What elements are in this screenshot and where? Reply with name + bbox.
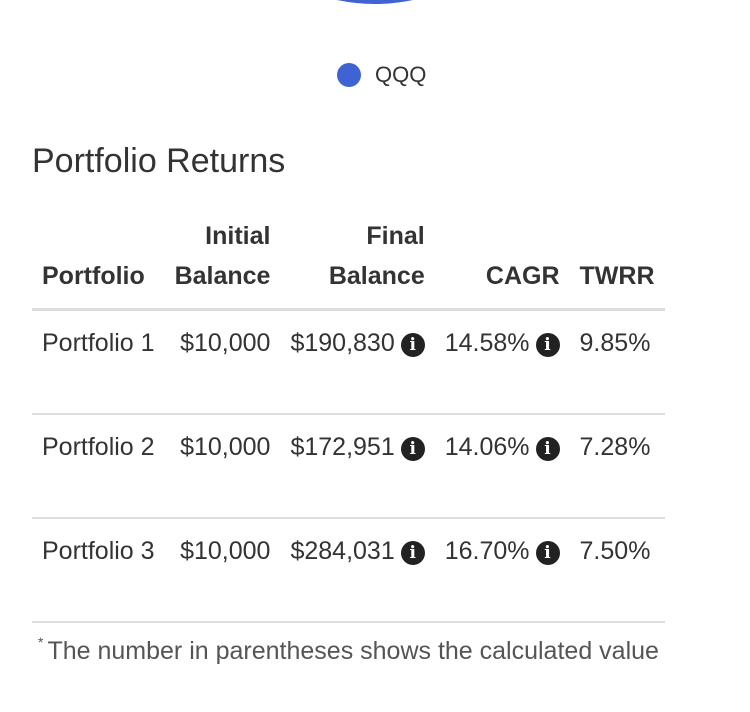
cell-initial-balance: $10,000 bbox=[164, 414, 281, 519]
table-row: Portfolio 1 $10,000 $190,830 i 14.58% i 9.… bbox=[32, 309, 665, 415]
info-icon[interactable]: i bbox=[400, 541, 425, 565]
pie-chart-arc bbox=[337, 0, 413, 4]
info-icon[interactable]: i bbox=[535, 437, 560, 461]
info-icon[interactable]: i bbox=[535, 333, 560, 357]
header-cagr: CAGR bbox=[434, 208, 570, 311]
chart-legend: QQQ bbox=[337, 62, 426, 88]
cell-initial-balance: $10,000 bbox=[164, 309, 281, 415]
table-header-row: Portfolio Initial Balance Final Balance … bbox=[32, 208, 665, 311]
cagr-value: 14.06% bbox=[444, 433, 530, 461]
cell-initial-balance: $10,000 bbox=[164, 518, 281, 623]
cell-twrr: 7.50% bbox=[569, 518, 665, 623]
header-initial-balance-line2: Balance bbox=[174, 262, 271, 290]
header-final-balance-line1: Final bbox=[366, 222, 425, 250]
footnote: * The number in parentheses shows the cal… bbox=[38, 634, 659, 666]
cell-cagr: 14.06% i bbox=[434, 414, 570, 519]
final-balance-value: $172,951 bbox=[290, 433, 395, 461]
footnote-marker: * bbox=[38, 634, 44, 650]
table-row: Portfolio 3 $10,000 $284,031 i 16.70% i 7.… bbox=[32, 518, 665, 623]
cell-twrr: 7.28% bbox=[569, 414, 665, 519]
info-icon[interactable]: i bbox=[400, 333, 425, 357]
cell-final-balance: $284,031 i bbox=[280, 518, 435, 623]
cell-portfolio: Portfolio 1 bbox=[32, 309, 165, 415]
header-final-balance: Final Balance bbox=[280, 208, 435, 311]
header-portfolio: Portfolio bbox=[32, 208, 165, 311]
legend-label-qqq: QQQ bbox=[375, 62, 427, 87]
cell-final-balance: $190,830 i bbox=[280, 309, 435, 415]
info-icon[interactable]: i bbox=[535, 541, 560, 565]
final-balance-value: $284,031 bbox=[290, 537, 395, 565]
header-initial-balance-line1: Initial bbox=[205, 222, 271, 250]
info-icon[interactable]: i bbox=[400, 437, 425, 461]
footnote-text: The number in parentheses shows the calc… bbox=[47, 637, 659, 665]
header-twrr: TWRR bbox=[569, 208, 665, 311]
final-balance-value: $190,830 bbox=[290, 329, 395, 357]
cagr-value: 14.58% bbox=[444, 329, 530, 357]
header-final-balance-line2: Balance bbox=[328, 262, 425, 290]
cell-twrr: 9.85% bbox=[569, 309, 665, 415]
portfolio-returns-title: Portfolio Returns bbox=[32, 142, 286, 180]
cagr-value: 16.70% bbox=[444, 537, 530, 565]
cell-portfolio: Portfolio 3 bbox=[32, 518, 165, 623]
portfolio-returns-table: Portfolio Initial Balance Final Balance … bbox=[32, 208, 665, 623]
cell-cagr: 14.58% i bbox=[434, 309, 570, 415]
table-row: Portfolio 2 $10,000 $172,951 i 14.06% i 7.… bbox=[32, 414, 665, 519]
cell-portfolio: Portfolio 2 bbox=[32, 414, 165, 519]
legend-swatch-qqq bbox=[337, 63, 361, 87]
cell-cagr: 16.70% i bbox=[434, 518, 570, 623]
cell-final-balance: $172,951 i bbox=[280, 414, 435, 519]
header-initial-balance: Initial Balance bbox=[164, 208, 281, 311]
